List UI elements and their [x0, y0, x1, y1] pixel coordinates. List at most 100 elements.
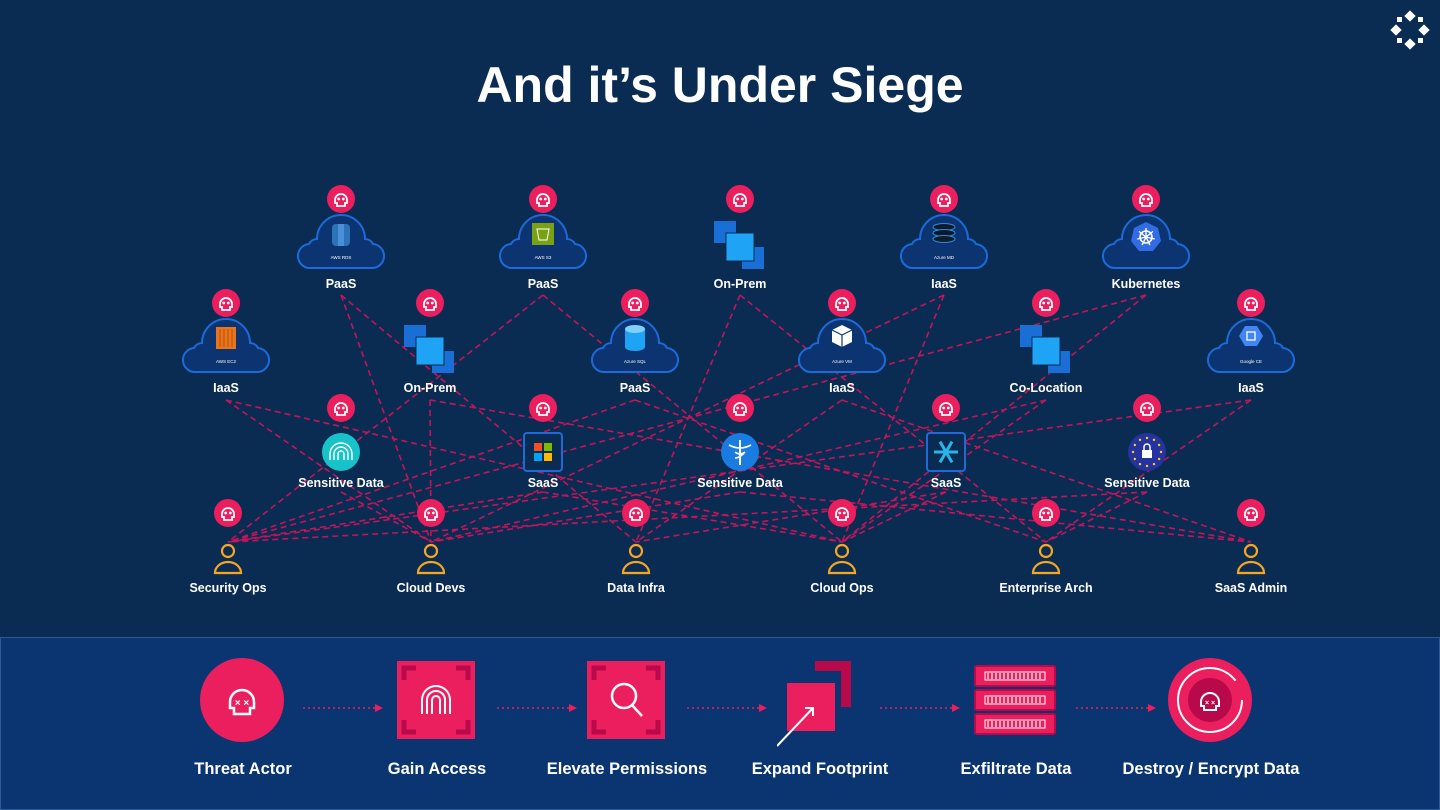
threat-skull-icon — [529, 394, 557, 422]
threat-skull-icon — [1132, 185, 1160, 213]
attack-path-line — [739, 294, 1047, 543]
attack-path-line — [429, 399, 1252, 543]
attack-path-line — [634, 399, 1047, 543]
threat-skull-icon — [726, 185, 754, 213]
attack-path-line — [635, 491, 947, 543]
resource-node[interactable]: Google CE — [1207, 289, 1295, 374]
attack-path-line — [225, 399, 432, 543]
threat-skull-icon — [932, 394, 960, 422]
resource-label: Kubernetes — [1111, 277, 1181, 291]
threat-skull-icon — [1032, 289, 1060, 317]
threat-skull-icon — [930, 185, 958, 213]
resource-label: PaaS — [325, 277, 357, 291]
flow-arrow-icon — [880, 704, 960, 712]
skull-circle-icon: × × — [200, 658, 284, 742]
persona-label: Cloud Ops — [810, 581, 874, 595]
persona-node[interactable] — [1031, 499, 1061, 575]
threat-skull-icon — [622, 499, 650, 527]
resource-sublabel: Azure VM — [832, 359, 852, 364]
svg-text:× ×: × × — [1205, 700, 1215, 707]
attack-path-line — [227, 491, 1148, 543]
persona-node[interactable] — [621, 499, 651, 575]
google-ce-icon — [1239, 326, 1263, 346]
threat-skull-icon — [327, 185, 355, 213]
persona-node[interactable] — [416, 499, 446, 575]
attack-path-line — [430, 399, 1047, 543]
attack-path-line — [340, 491, 432, 543]
persona-label: Data Infra — [607, 581, 665, 595]
squares-icon — [1020, 325, 1070, 373]
resource-label: IaaS — [931, 277, 957, 291]
resource-node[interactable]: AWS S3 — [499, 185, 587, 270]
resource-label: On-Prem — [713, 277, 767, 291]
persona-node[interactable] — [827, 499, 857, 575]
persona-node[interactable] — [213, 499, 243, 575]
resource-label: PaaS — [619, 381, 651, 395]
threat-skull-icon — [1237, 289, 1265, 317]
resource-node[interactable]: Azure SQL — [591, 289, 679, 374]
flow-arrow-icon — [497, 704, 577, 712]
resource-node[interactable] — [714, 185, 764, 269]
resource-node[interactable] — [404, 289, 454, 373]
resource-node[interactable] — [1128, 394, 1166, 471]
kill-chain-step: × × Threat Actor — [143, 658, 343, 779]
resource-node[interactable] — [523, 394, 563, 472]
kill-chain-step: × × Destroy / Encrypt Data — [1111, 658, 1311, 779]
threat-skull-icon — [1032, 499, 1060, 527]
resource-label: IaaS — [1238, 381, 1264, 395]
threat-skull-icon — [529, 185, 557, 213]
resource-node[interactable] — [926, 394, 966, 472]
attack-path-line — [227, 399, 1252, 543]
kill-chain-label: Threat Actor — [194, 760, 292, 778]
azure-vm-icon — [831, 325, 853, 351]
threat-skull-icon — [327, 394, 355, 422]
aws-ec2-icon — [216, 327, 236, 349]
threat-skull-icon — [726, 394, 754, 422]
attack-path-line — [225, 399, 843, 543]
resource-node[interactable] — [721, 394, 759, 471]
resource-node[interactable] — [322, 394, 360, 471]
resource-node[interactable]: AWS RDS — [297, 185, 385, 270]
user-icon — [827, 543, 857, 575]
attack-path-line — [1045, 491, 1148, 543]
resource-label: PaaS — [527, 277, 559, 291]
resource-node[interactable] — [1020, 289, 1070, 373]
kubernetes-icon — [1131, 222, 1161, 251]
caduceus-icon — [721, 433, 759, 471]
attack-path-line — [542, 294, 843, 543]
aws-s3-icon — [532, 223, 554, 245]
kill-chain-label: Exfiltrate Data — [960, 760, 1072, 778]
resource-label: Sensitive Data — [1104, 476, 1190, 490]
resource-label: SaaS — [527, 476, 559, 490]
fingerprint-icon — [397, 661, 475, 739]
resource-sublabel: Azure MD — [934, 255, 955, 260]
resource-sublabel: Azure SQL — [624, 359, 647, 364]
threat-skull-icon — [828, 289, 856, 317]
attack-path-line — [227, 491, 544, 543]
expand-arrow-icon — [777, 661, 851, 747]
resource-node[interactable]: AWS EC2 — [182, 289, 270, 374]
resource-node[interactable]: Azure VM — [798, 289, 886, 374]
flow-arrow-icon — [1076, 704, 1156, 712]
resource-sublabel: AWS EC2 — [216, 359, 237, 364]
resource-node[interactable]: Azure MD — [900, 185, 988, 270]
user-icon — [1236, 543, 1266, 575]
disk-icon — [932, 223, 956, 243]
threat-skull-icon — [621, 289, 649, 317]
resource-sublabel: Google CE — [1240, 359, 1262, 364]
resource-label: IaaS — [829, 381, 855, 395]
attack-path-line — [340, 294, 637, 543]
attack-paths — [225, 294, 1252, 543]
squares-icon — [714, 221, 764, 269]
persona-label: SaaS Admin — [1214, 581, 1288, 595]
kill-chain-step: Elevate Permissions — [527, 658, 727, 779]
microsoft-icon — [523, 432, 563, 472]
resource-sublabel: AWS RDS — [331, 255, 352, 260]
resource-label: SaaS — [930, 476, 962, 490]
aws-rds-icon — [332, 224, 350, 246]
attack-path-line — [227, 399, 636, 543]
attack-path-line — [227, 294, 544, 543]
attack-path-line — [430, 491, 741, 543]
persona-node[interactable] — [1236, 499, 1266, 575]
resource-node[interactable] — [1102, 185, 1190, 270]
